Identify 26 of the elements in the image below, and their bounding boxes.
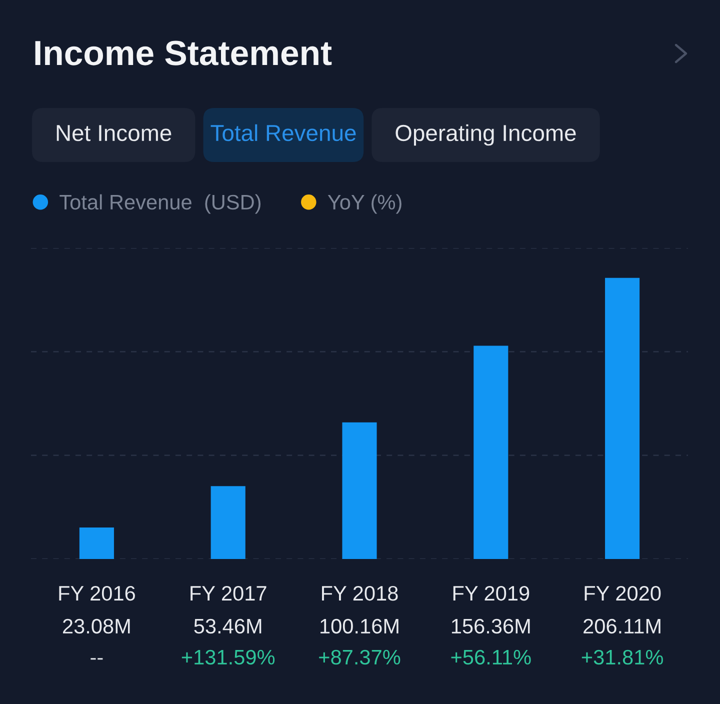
data-label: 156.36M: [452, 618, 530, 634]
bar: [342, 422, 377, 559]
text: Operating Income: [396, 124, 576, 146]
x-tick-label: FY 2016: [59, 586, 135, 601]
text: Total Revenue: [210, 124, 356, 142]
legend-label: Total Revenue (USD): [60, 194, 260, 214]
data-label: +56.11%: [451, 650, 531, 665]
x-tick-label: FY 2018: [322, 586, 398, 601]
data-label: --: [90, 658, 103, 660]
x-tick-label: FY 2017: [190, 586, 266, 601]
legend-label: YoY (%): [328, 194, 402, 214]
data-label: 53.46M: [194, 618, 262, 634]
bar: [79, 528, 114, 559]
data-label: 23.08M: [63, 618, 130, 634]
bar: [474, 346, 508, 559]
x-tick-label: FY 2019: [453, 586, 530, 601]
data-label: +87.37%: [319, 650, 400, 665]
x-tick-label: FY 2020: [584, 586, 661, 601]
bar: [210, 486, 246, 559]
bar: [605, 278, 640, 559]
data-label: 100.16M: [320, 618, 398, 634]
data-label: 206.11M: [584, 618, 660, 634]
data-label: +131.59%: [182, 650, 275, 665]
data-label: +31.81%: [582, 650, 663, 665]
chart-title: Income Statement: [35, 40, 332, 66]
text: Net Income: [56, 125, 172, 142]
